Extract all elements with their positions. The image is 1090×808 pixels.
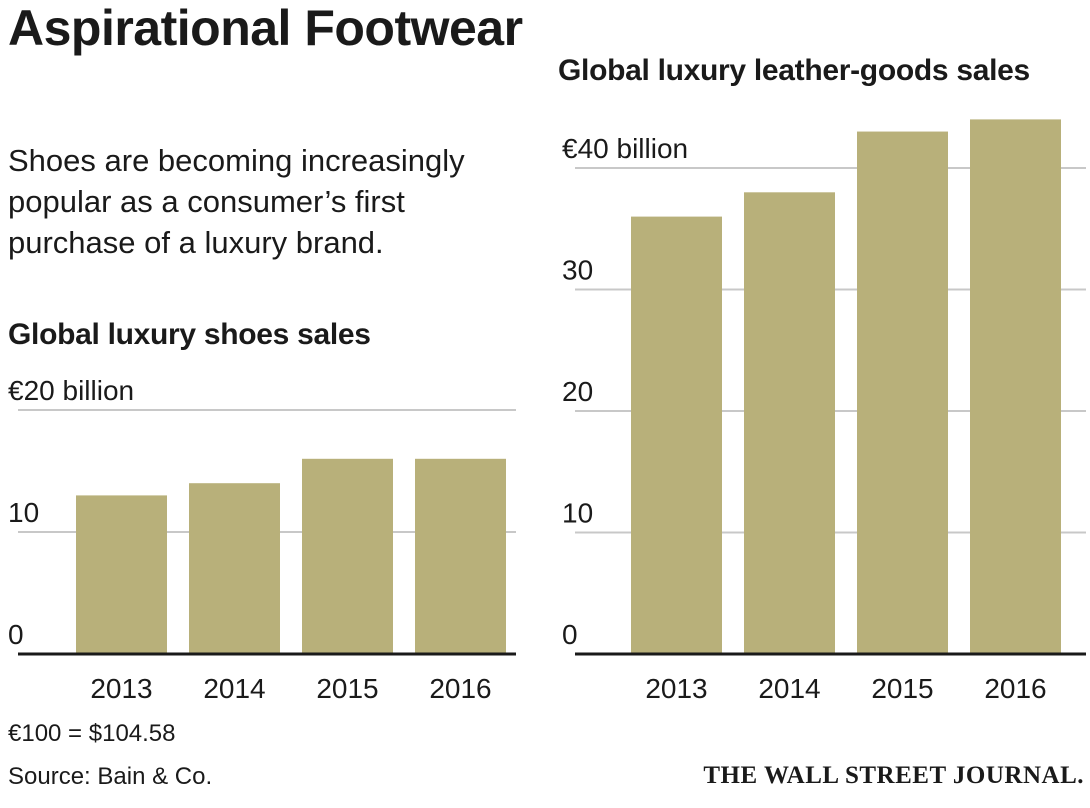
bar-2014 <box>744 192 835 655</box>
headline: Aspirational Footwear <box>8 0 523 56</box>
currency-note: €100 = $104.58 <box>8 720 176 747</box>
x-tick-label: 2014 <box>203 673 265 704</box>
x-tick-label: 2013 <box>90 673 152 704</box>
publisher-credit: THE WALL STREET JOURNAL. <box>703 762 1084 789</box>
x-tick-label: 2016 <box>984 673 1046 704</box>
y-tick-label: €20 billion <box>8 375 134 406</box>
y-tick-label: 10 <box>8 497 39 528</box>
x-tick-label: 2015 <box>871 673 933 704</box>
y-tick-label: 30 <box>562 255 593 286</box>
y-tick-label: 20 <box>562 376 593 407</box>
y-tick-label: 0 <box>8 619 24 650</box>
bar-2013 <box>76 495 167 654</box>
y-tick-label: €40 billion <box>562 133 688 164</box>
bar-2015 <box>857 131 948 655</box>
bar-2013 <box>631 216 722 654</box>
x-tick-label: 2013 <box>645 673 707 704</box>
y-tick-label: 10 <box>562 498 593 529</box>
shoes-chart-title: Global luxury shoes sales <box>8 318 371 351</box>
x-tick-label: 2015 <box>316 673 378 704</box>
bar-2016 <box>415 458 506 654</box>
bar-2015 <box>302 458 393 654</box>
bar-2014 <box>189 483 280 654</box>
leather-goods-chart-title: Global luxury leather-goods sales <box>558 54 1030 87</box>
subhead: Shoes are becoming increasingly popular … <box>8 143 465 260</box>
x-tick-label: 2014 <box>758 673 820 704</box>
bar-2016 <box>970 119 1061 654</box>
y-tick-label: 0 <box>562 619 578 650</box>
source-note: Source: Bain & Co. <box>8 763 213 790</box>
x-tick-label: 2016 <box>429 673 491 704</box>
